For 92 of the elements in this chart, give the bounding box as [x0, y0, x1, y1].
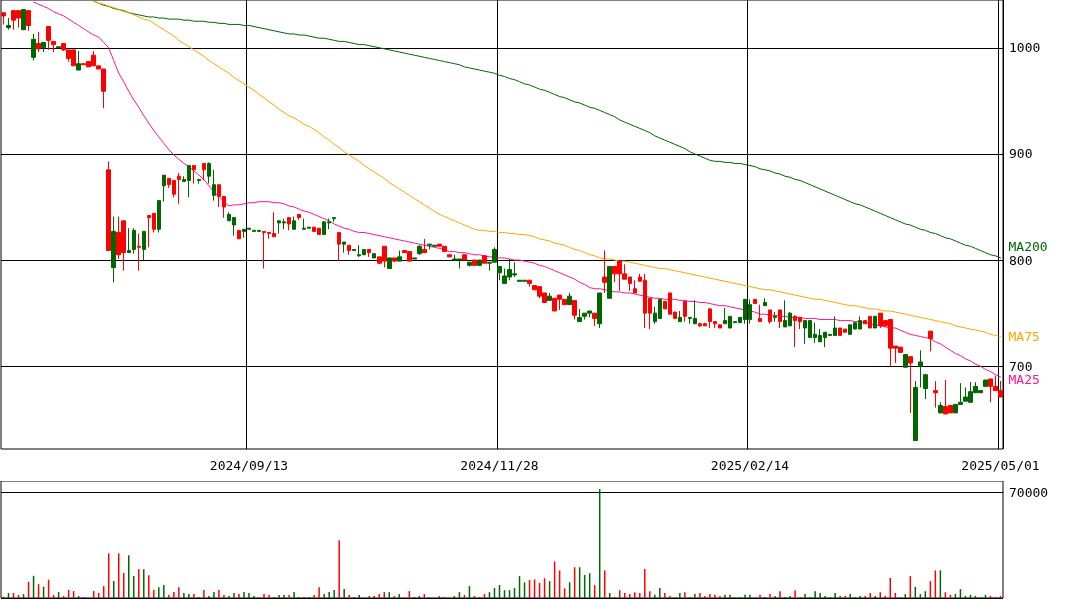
- candlestick: [497, 265, 502, 281]
- candlestick: [287, 217, 291, 231]
- candlestick: [46, 26, 51, 51]
- y-tick-label: 70000: [1009, 484, 1049, 500]
- candlestick: [928, 330, 933, 352]
- candlestick: [472, 259, 477, 266]
- candlestick: [778, 309, 782, 329]
- candlestick: [763, 297, 767, 307]
- candlestick: [387, 257, 392, 270]
- candlestick: [983, 379, 988, 387]
- candlestick: [76, 50, 81, 71]
- candlestick: [132, 227, 136, 255]
- candlestick: [903, 354, 908, 368]
- candlestick: [292, 216, 296, 230]
- candlestick: [26, 10, 31, 32]
- candlestick: [157, 200, 161, 233]
- candlestick: [447, 254, 452, 258]
- candlestick: [607, 265, 612, 299]
- candlestick: [938, 401, 943, 414]
- y-tick-label: 900: [1009, 146, 1033, 162]
- candlestick: [913, 380, 918, 442]
- candlestick: [422, 238, 427, 254]
- candlestick: [773, 311, 777, 323]
- candlestick: [397, 250, 402, 262]
- candlestick: [6, 17, 11, 31]
- candlestick: [297, 213, 301, 221]
- candlestick: [352, 248, 356, 252]
- candlestick: [202, 162, 206, 181]
- candlestick: [142, 230, 146, 261]
- x-tick-label: 2024/11/28: [460, 458, 539, 473]
- candlestick: [192, 165, 196, 185]
- series-label: MA25: [1008, 371, 1040, 387]
- candlestick: [718, 324, 722, 329]
- candlestick: [197, 178, 201, 185]
- candlestick: [106, 160, 111, 252]
- series-label: MA200: [1008, 238, 1048, 254]
- candlestick: [51, 40, 56, 53]
- candlestick: [237, 229, 241, 240]
- candlestick: [933, 380, 938, 409]
- candlestick: [758, 304, 762, 323]
- candlestick: [633, 279, 637, 294]
- line-series: [93, 0, 1001, 337]
- candlestick: [477, 259, 482, 266]
- candlestick: [678, 310, 682, 323]
- candlestick: [572, 299, 577, 320]
- x-tick-label: 2025/02/14: [710, 458, 790, 473]
- candlestick: [412, 257, 417, 260]
- x-tick-label: 2024/09/13: [209, 458, 289, 473]
- candlestick: [367, 248, 371, 258]
- candlestick: [162, 174, 166, 203]
- y-tick-label: 700: [1009, 358, 1033, 374]
- candlestick: [111, 216, 116, 283]
- candlestick: [347, 244, 351, 256]
- candlestick: [547, 292, 552, 301]
- candlestick: [567, 292, 572, 306]
- candlestick: [342, 241, 346, 254]
- candlestick: [597, 292, 602, 329]
- candlestick: [768, 309, 772, 325]
- candlestick: [177, 172, 181, 205]
- candlestick: [212, 169, 216, 202]
- candlestick: [462, 254, 467, 261]
- candlestick: [908, 356, 913, 414]
- y-tick-label: 1000: [1009, 40, 1041, 56]
- candlestick: [527, 279, 532, 288]
- candlestick: [137, 233, 141, 272]
- candlestick: [683, 300, 687, 323]
- candlestick: [207, 161, 211, 185]
- candlestick: [337, 231, 341, 262]
- x-tick-label: 2025/05/01: [961, 458, 1040, 473]
- candlestick: [873, 315, 877, 329]
- candlestick: [31, 33, 36, 61]
- candlestick: [1, 12, 6, 25]
- series-label: MA75: [1008, 328, 1040, 344]
- candlestick: [21, 9, 26, 31]
- candlestick: [36, 31, 41, 53]
- candlestick: [372, 253, 376, 259]
- candlestick: [592, 312, 597, 327]
- line-series: [33, 1, 1001, 378]
- candlestick: [482, 255, 487, 264]
- candlestick: [41, 41, 46, 53]
- candlestick: [602, 250, 607, 294]
- candlestick: [918, 349, 923, 388]
- candlestick: [127, 227, 131, 254]
- candlestick: [577, 308, 582, 323]
- y-tick-label: 800: [1009, 252, 1033, 268]
- candlestick: [467, 261, 472, 267]
- candlestick: [923, 374, 928, 400]
- candlestick: [417, 244, 422, 256]
- candlestick: [332, 217, 336, 223]
- candlestick: [56, 46, 61, 49]
- candlestick: [392, 257, 397, 263]
- candlestick: [753, 298, 757, 305]
